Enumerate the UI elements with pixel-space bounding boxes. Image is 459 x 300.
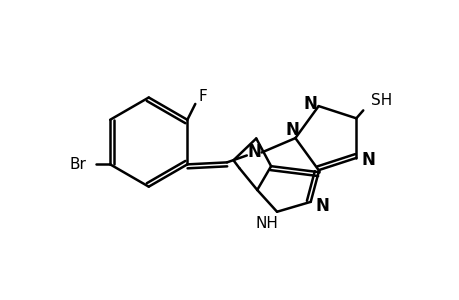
- Text: N: N: [247, 143, 261, 161]
- Text: N: N: [315, 197, 329, 215]
- Text: N: N: [285, 121, 299, 139]
- Text: Br: Br: [69, 157, 86, 172]
- Text: N: N: [303, 95, 317, 113]
- Text: F: F: [198, 89, 207, 104]
- Text: SH: SH: [370, 93, 392, 108]
- Text: N: N: [360, 151, 375, 169]
- Text: NH: NH: [255, 216, 278, 231]
